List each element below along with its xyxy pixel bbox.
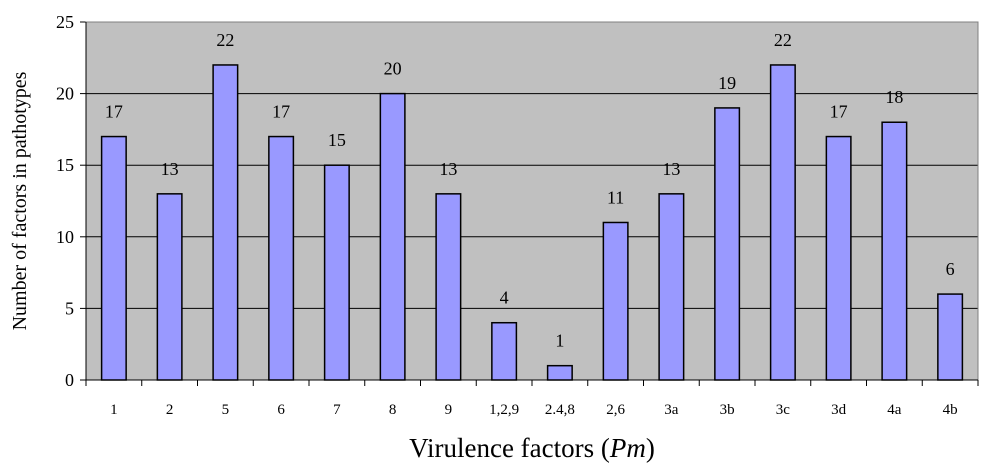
bar-3c (769, 64, 796, 381)
bar-4a (881, 121, 908, 381)
bar-5 (212, 64, 239, 381)
x-tick-label: 2.4,8 (545, 402, 575, 418)
x-tick-label: 6 (277, 402, 285, 418)
x-tick-label: 3a (664, 402, 679, 418)
x-axis-title: Virulence factors (Pm) (409, 433, 655, 463)
data-label: 17 (830, 102, 848, 122)
x-tick-label: 4a (887, 402, 902, 418)
x-tick-label: 3c (776, 402, 791, 418)
y-tick-label: 15 (56, 155, 74, 175)
x-axis-title-prefix: Virulence factors ( (409, 433, 610, 463)
bar-3a (658, 193, 685, 381)
data-label: 19 (718, 73, 736, 93)
y-axis-title: Number of factors in pathotypes (9, 71, 31, 330)
data-label: 20 (384, 59, 402, 79)
x-tick-label: 3d (831, 402, 847, 418)
bar-2.4,8 (546, 364, 573, 381)
x-axis-title-italic: Pm (609, 433, 646, 463)
y-tick-label: 20 (56, 84, 74, 104)
data-label: 15 (328, 130, 346, 150)
data-label: 17 (105, 102, 123, 122)
axes (80, 21, 979, 386)
data-label: 17 (272, 102, 290, 122)
bars (100, 64, 964, 381)
bar-4b (937, 293, 964, 381)
x-axis-title-suffix: ) (646, 433, 655, 463)
bar-1,2,9 (491, 321, 518, 381)
x-tick-label: 1,2,9 (489, 402, 519, 418)
data-label: 22 (774, 30, 792, 50)
x-tick-label: 8 (389, 402, 397, 418)
x-tick-labels: 1 2 5 6 7 8 9 1,2,9 2.4,8 2,6 3a 3b 3c 3d 4a 4b (110, 402, 958, 418)
x-tick-label: 7 (333, 402, 341, 418)
bar-2,6 (602, 221, 629, 381)
bar-6 (268, 135, 295, 381)
x-tick-label: 1 (110, 402, 118, 418)
data-label: 13 (439, 159, 457, 179)
y-tick-label: 10 (56, 227, 74, 247)
data-label: 18 (885, 87, 903, 107)
y-tick-label: 25 (56, 12, 74, 32)
x-tick-label: 2,6 (606, 402, 625, 418)
x-tick-label: 9 (445, 402, 453, 418)
y-tick-labels: 0 5 10 15 20 25 (56, 12, 74, 390)
data-label: 13 (161, 159, 179, 179)
data-label: 4 (500, 288, 509, 308)
data-label: 13 (662, 159, 680, 179)
x-tick-label: 2 (166, 402, 174, 418)
bar-3d (825, 135, 852, 381)
x-tick-label: 5 (222, 402, 230, 418)
bar-2 (156, 193, 183, 381)
bar-8 (379, 92, 406, 381)
data-label: 6 (946, 259, 955, 279)
data-label: 1 (555, 331, 564, 351)
y-tick-label: 0 (65, 370, 74, 390)
y-tick-label: 5 (65, 298, 74, 318)
data-label: 22 (216, 30, 234, 50)
bar-7 (323, 164, 350, 381)
data-label: 11 (607, 187, 624, 207)
bar-3b (714, 107, 741, 381)
bar-9 (435, 193, 462, 381)
x-tick-label: 3b (720, 402, 735, 418)
x-tick-label: 4b (943, 402, 958, 418)
bar-1 (100, 135, 127, 381)
